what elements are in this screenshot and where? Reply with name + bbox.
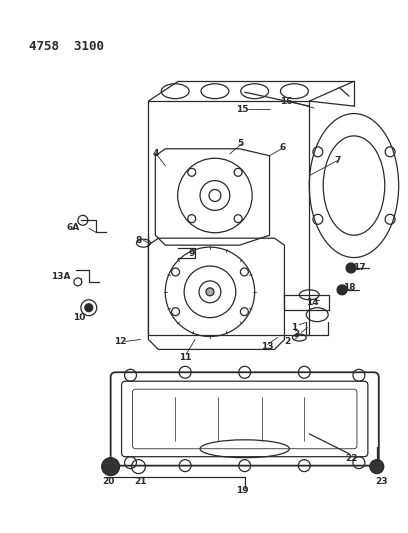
Text: 11: 11 xyxy=(179,353,191,362)
Text: 8: 8 xyxy=(135,236,142,245)
Circle shape xyxy=(346,263,356,273)
Circle shape xyxy=(85,304,93,312)
Text: 16: 16 xyxy=(280,96,293,106)
Text: 13A: 13A xyxy=(51,272,71,281)
Circle shape xyxy=(102,458,120,475)
Text: 17: 17 xyxy=(353,263,365,272)
Text: 10: 10 xyxy=(73,313,85,322)
Circle shape xyxy=(337,285,347,295)
Text: 2: 2 xyxy=(284,337,290,346)
Text: 19: 19 xyxy=(236,486,249,495)
Text: 1: 1 xyxy=(291,323,297,332)
Text: 4: 4 xyxy=(152,149,159,158)
Text: 3: 3 xyxy=(293,330,299,339)
Text: 6: 6 xyxy=(279,143,286,152)
Text: 9: 9 xyxy=(189,248,195,257)
Text: 13: 13 xyxy=(261,342,274,351)
Text: 21: 21 xyxy=(134,477,147,486)
Text: 5: 5 xyxy=(237,139,244,148)
Text: 22: 22 xyxy=(346,454,358,463)
Text: 23: 23 xyxy=(375,477,388,486)
Text: 14: 14 xyxy=(306,298,319,307)
Text: 20: 20 xyxy=(102,477,115,486)
Circle shape xyxy=(370,459,384,474)
Text: 18: 18 xyxy=(343,284,355,293)
Ellipse shape xyxy=(206,288,214,296)
Text: 7: 7 xyxy=(334,156,340,165)
Text: 4758  3100: 4758 3100 xyxy=(29,39,104,53)
Text: 12: 12 xyxy=(114,337,127,346)
Text: 6A: 6A xyxy=(66,223,80,232)
Text: 15: 15 xyxy=(237,104,249,114)
